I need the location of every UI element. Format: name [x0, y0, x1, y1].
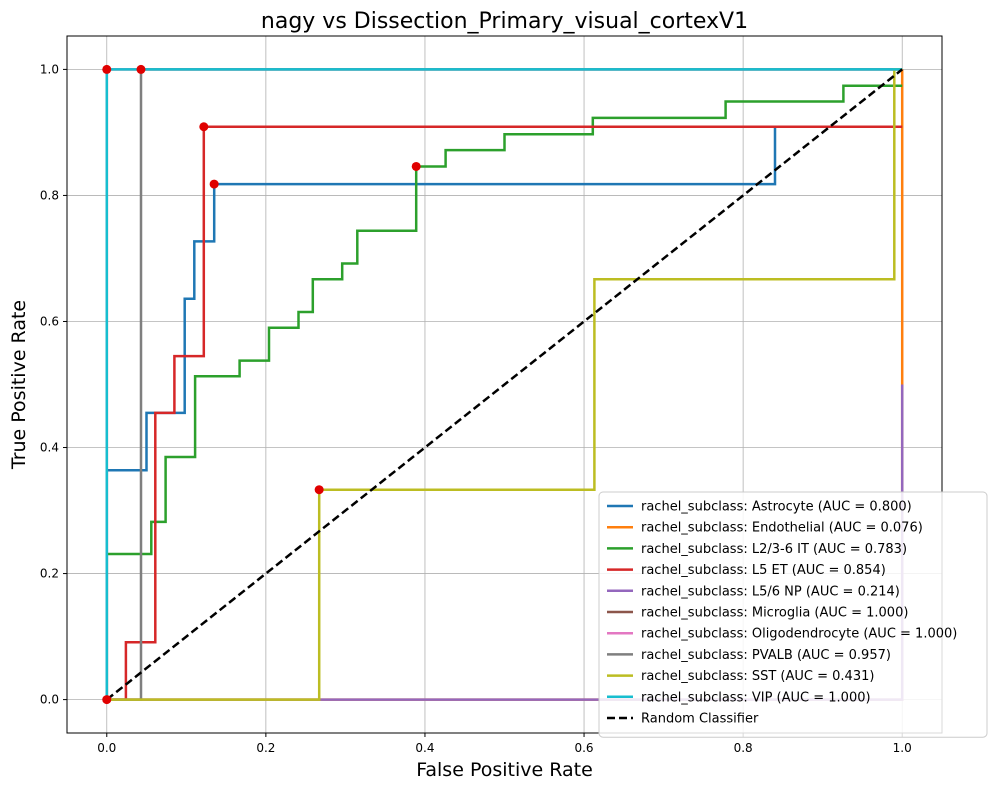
legend-label: rachel_subclass: Microglia (AUC = 1.000) — [641, 606, 908, 621]
series-line-8 — [106, 68, 903, 701]
x-tick-label: 0.0 — [97, 741, 116, 755]
threshold-markers — [102, 64, 421, 705]
threshold-point — [102, 64, 112, 74]
legend: rachel_subclass: Astrocyte (AUC = 0.800)… — [598, 491, 988, 738]
x-tick-label: 0.4 — [415, 741, 434, 755]
threshold-point — [314, 485, 324, 495]
plot-frame — [66, 35, 943, 734]
threshold-point — [199, 122, 209, 132]
series-line-2 — [105, 84, 903, 700]
legend-label: rachel_subclass: PVALB (AUC = 0.957) — [641, 648, 891, 663]
y-tick-label: 0.4 — [40, 441, 59, 455]
legend-label: rachel_subclass: L2/3-6 IT (AUC = 0.783) — [641, 542, 907, 557]
axis-ticks: 0.0 0.2 0.4 0.6 0.8 1.0 0.0 0.2 0.4 0.6 0.8 1.0 — [40, 62, 912, 755]
series-line-3 — [106, 125, 903, 701]
threshold-point — [411, 161, 421, 171]
y-tick-label: 0.2 — [40, 567, 59, 581]
legend-label: rachel_subclass: SST (AUC = 0.431) — [641, 669, 874, 684]
legend-label: Random Classifier — [641, 712, 759, 727]
y-tick-label: 0.8 — [40, 188, 59, 202]
x-tick-label: 0.8 — [734, 741, 753, 755]
x-tick-label: 0.2 — [256, 741, 275, 755]
grid — [67, 36, 942, 733]
series-line-10 — [106, 68, 903, 701]
y-axis-title: True Positive Rate — [8, 300, 30, 470]
legend-label: rachel_subclass: L5 ET (AUC = 0.854) — [641, 563, 886, 578]
x-tick-label: 0.6 — [574, 741, 593, 755]
x-axis-title: False Positive Rate — [416, 759, 593, 781]
legend-label: rachel_subclass: Astrocyte (AUC = 0.800) — [641, 500, 912, 515]
y-tick-label: 0.6 — [40, 314, 59, 328]
series-line-0 — [105, 125, 903, 700]
chart-title: nagy vs Dissection_Primary_visual_cortex… — [261, 9, 748, 34]
legend-label: rachel_subclass: Endothelial (AUC = 0.07… — [641, 521, 923, 536]
threshold-point — [102, 695, 112, 705]
y-tick-label: 0.0 — [40, 693, 59, 707]
legend-box — [598, 491, 988, 738]
legend-label: rachel_subclass: Oligodendrocyte (AUC = … — [641, 627, 957, 642]
legend-label: rachel_subclass: VIP (AUC = 1.000) — [641, 690, 871, 705]
threshold-point — [136, 64, 146, 74]
legend-label: rachel_subclass: L5/6 NP (AUC = 0.214) — [641, 584, 900, 599]
threshold-point — [209, 179, 219, 189]
x-tick-label: 1.0 — [893, 741, 912, 755]
y-tick-label: 1.0 — [40, 62, 59, 76]
